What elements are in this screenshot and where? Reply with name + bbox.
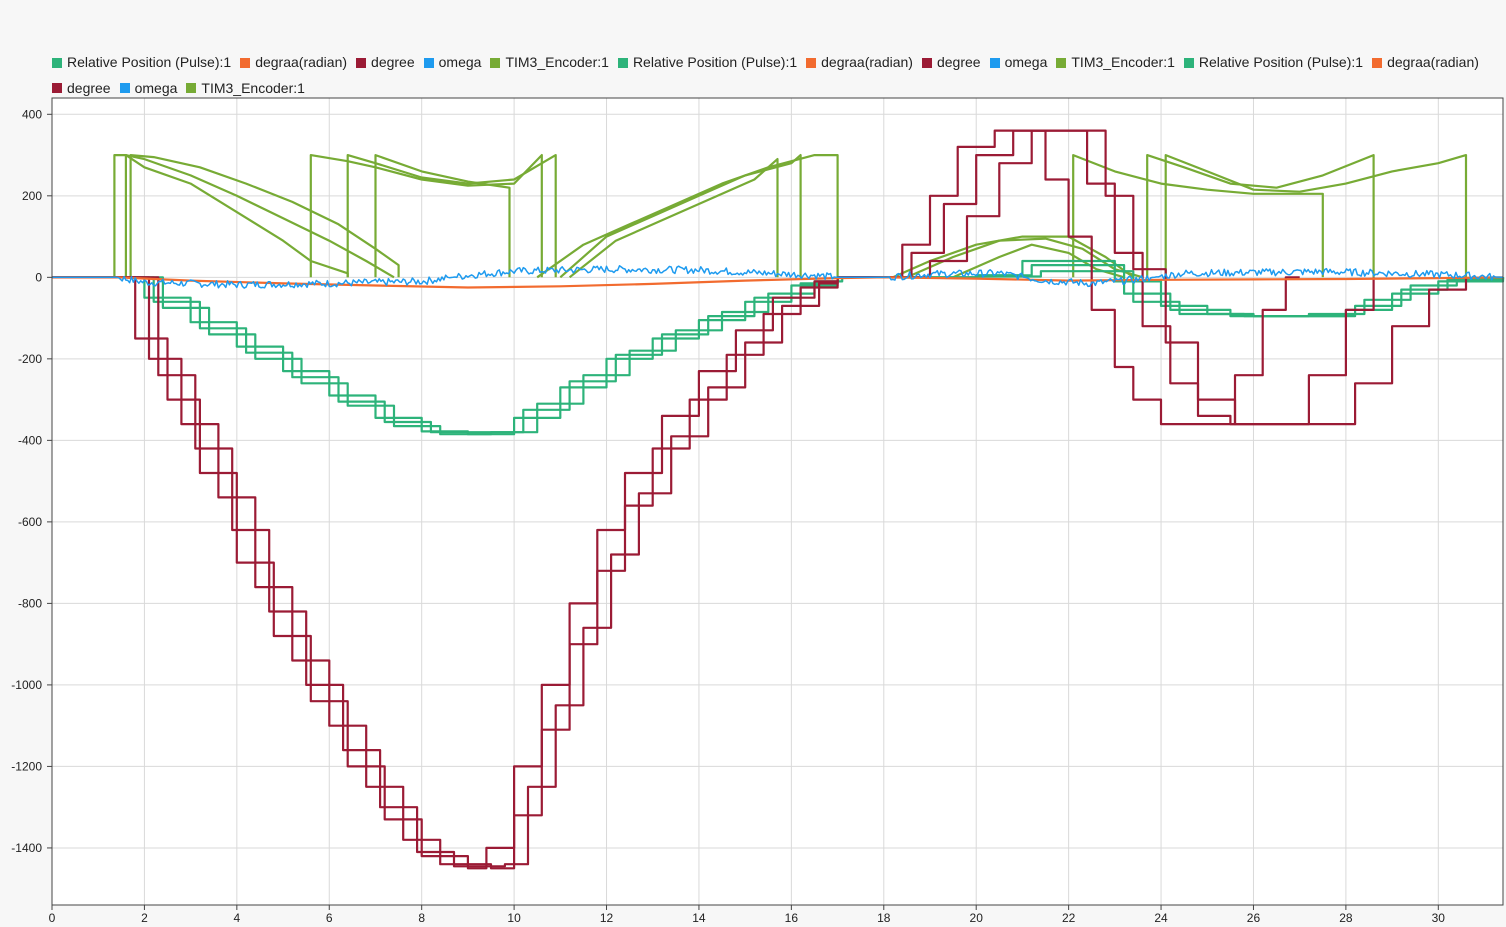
legend-label: Relative Position (Pulse):1 [67,54,232,70]
legend-label: degraa(radian) [821,54,913,70]
legend-item[interactable]: Relative Position (Pulse):1 [617,50,798,75]
x-tick-label: 2 [141,911,148,925]
legend-swatch [1372,57,1383,68]
legend-swatch [1183,57,1194,68]
axes: 0 2 4 6 8 10 12 14 16 18 20 22 24 26 28 304002000-200-4… [11,97,1504,925]
legend-label: degraa(radian) [1387,54,1479,70]
legend-item[interactable]: degraa(radian) [240,50,347,75]
legend-item[interactable]: degree [52,76,111,101]
legend-swatch [921,57,932,68]
x-tick-label: 16 [785,911,799,925]
legend-item[interactable]: omega [119,76,178,101]
legend-label: Relative Position (Pulse):1 [632,54,798,70]
x-tick-label: 14 [692,911,706,925]
legend-swatch [989,57,1000,68]
series-line [52,154,349,279]
x-tick-label: 22 [1062,911,1076,925]
legend-swatch [186,83,197,93]
legend-swatch [119,83,130,93]
legend-swatch [490,57,501,68]
series-line [536,154,839,279]
series-line [309,154,543,278]
legend-label: omega [438,54,482,70]
series-line [568,158,779,279]
legend-swatch [356,57,367,68]
legend-label: degree [936,54,981,70]
x-tick-label: 0 [49,911,56,925]
series-line [52,129,1300,870]
legend-item[interactable]: omega [423,50,482,75]
legend-label: degree [371,54,415,70]
legend-item[interactable]: TIM3_Encoder:1 [1056,50,1175,75]
x-tick-label: 8 [418,911,425,925]
legend-label: Relative Position (Pulse):1 [1198,54,1364,70]
series-line [52,129,1468,868]
x-tick-label: 18 [877,911,891,925]
series-line [1146,154,1375,278]
y-tick-label: -800 [18,596,42,610]
legend-label: TIM3_Encoder:1 [505,54,609,70]
legend-item[interactable]: degree [356,50,415,75]
legend-swatch [52,57,62,68]
x-tick-label: 6 [326,911,333,925]
legend-item[interactable]: TIM3_Encoder:1 [186,76,305,101]
y-tick-label: 200 [22,189,42,203]
series-line [52,129,1375,870]
legend-swatch [1056,57,1067,68]
legend-label: omega [1004,54,1048,70]
legend-swatch [52,83,62,93]
series-group [52,129,1505,870]
x-tick-label: 26 [1247,911,1261,925]
legend-item[interactable]: TIM3_Encoder:1 [490,50,609,75]
series-line [374,154,511,278]
legend-item[interactable]: Relative Position (Pulse):1 [52,50,231,75]
y-tick-label: -1200 [11,759,42,773]
series-line [52,270,1505,436]
y-tick-label: -400 [18,433,42,447]
y-tick-label: -1000 [11,678,42,692]
plot-frame [51,97,1504,906]
series-line [52,264,1505,434]
chart-legend: Relative Position (Pulse):1 degraa(radian… [52,50,1492,101]
legend-item[interactable]: degree [921,50,981,75]
legend-label: degraa(radian) [255,54,348,70]
x-tick-label: 24 [1154,911,1168,925]
y-tick-label: 0 [35,270,42,284]
legend-label: TIM3_Encoder:1 [201,79,305,96]
y-tick-label: -1400 [11,841,42,855]
y-tick-label: 400 [22,107,42,121]
legend-item[interactable]: Relative Position (Pulse):1 [1183,50,1364,75]
y-tick-label: -600 [18,515,42,529]
x-tick-label: 4 [233,911,240,925]
x-tick-label: 20 [970,911,984,925]
x-tick-label: 10 [507,911,521,925]
legend-item[interactable]: degraa(radian) [806,50,913,75]
legend-label: TIM3_Encoder:1 [1071,54,1175,70]
x-tick-label: 28 [1339,911,1353,925]
legend-item[interactable]: omega [989,50,1048,75]
legend-label: degree [67,79,111,96]
series-line [346,154,557,278]
series-line [129,154,400,278]
legend-swatch [240,57,251,68]
series-line [1164,154,1468,278]
legend-swatch [806,57,817,68]
series-line [52,265,1504,289]
legend-item[interactable]: degraa(radian) [1372,50,1479,75]
legend-label: omega [134,79,178,96]
y-tick-label: -200 [18,352,42,366]
x-tick-label: 12 [600,911,614,925]
series-line [559,154,802,279]
legend-swatch [423,57,434,68]
x-tick-label: 30 [1432,911,1446,925]
legend-swatch [617,57,628,68]
